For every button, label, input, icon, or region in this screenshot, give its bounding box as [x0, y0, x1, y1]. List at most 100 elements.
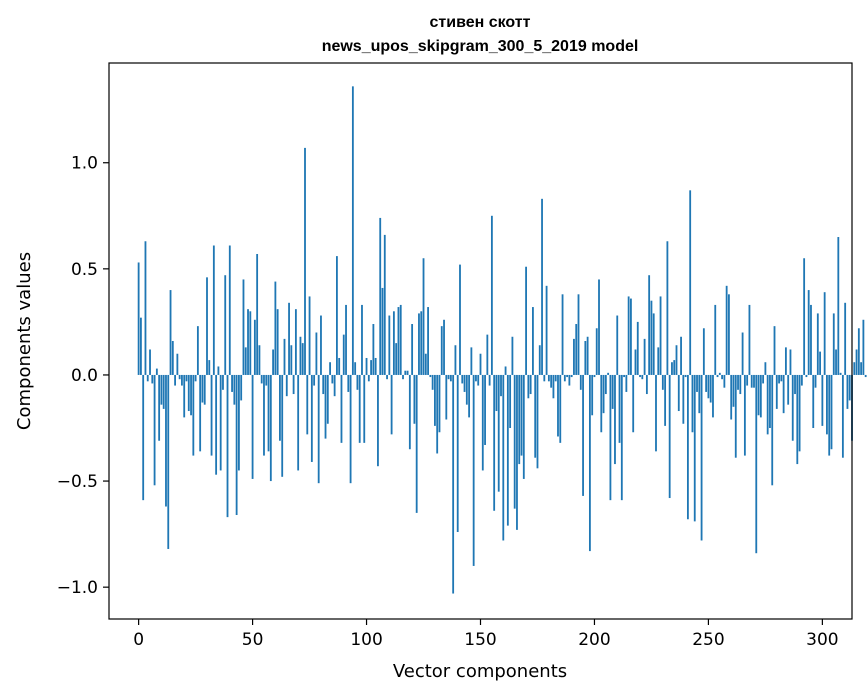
- bar-286: [789, 349, 792, 375]
- y-axis-label: Components values: [14, 252, 35, 430]
- bar-129: [431, 374, 434, 390]
- bar-42: [233, 374, 236, 405]
- x-tick-label: 200: [578, 630, 610, 650]
- bar-219: [636, 321, 639, 375]
- bar-147: [472, 374, 475, 566]
- bar-203: [600, 374, 603, 433]
- bar-296: [812, 374, 815, 428]
- bar-275: [764, 362, 767, 375]
- bar-131: [436, 374, 439, 454]
- bar-201: [595, 328, 598, 375]
- bar-81: [322, 374, 325, 395]
- bar-146: [470, 347, 473, 375]
- bar-121: [413, 374, 416, 424]
- bar-84: [329, 362, 331, 375]
- bar-198: [588, 374, 591, 552]
- bar-71: [299, 336, 302, 375]
- bar-39: [226, 374, 229, 518]
- bar-30: [206, 277, 208, 375]
- bar-231: [664, 374, 667, 426]
- bar-88: [338, 357, 341, 375]
- bar-149: [477, 374, 480, 386]
- bar-25: [194, 374, 197, 382]
- bar-104: [374, 357, 377, 375]
- bar-69: [294, 309, 297, 375]
- bar-143: [463, 374, 466, 392]
- bar-314: [853, 362, 856, 375]
- bar-86: [333, 374, 336, 397]
- bar-58: [269, 374, 272, 482]
- bar-9: [158, 374, 161, 441]
- bar-79: [317, 374, 320, 484]
- bar-56: [265, 374, 268, 386]
- bar-26: [196, 326, 199, 375]
- bar-141: [459, 264, 461, 375]
- x-tick-label: 150: [464, 630, 496, 650]
- bar-309: [841, 374, 844, 458]
- bar-72: [301, 343, 304, 375]
- bar-138: [452, 374, 455, 594]
- bar-182: [552, 374, 555, 399]
- bar-312: [848, 374, 851, 401]
- bar-140: [456, 374, 459, 532]
- bar-102: [370, 360, 373, 375]
- bar-217: [632, 374, 635, 433]
- bar-289: [796, 374, 799, 465]
- bar-174: [534, 374, 537, 458]
- bar-122: [415, 374, 418, 513]
- bar-8: [155, 368, 158, 375]
- bar-263: [737, 374, 739, 390]
- bar-232: [666, 241, 669, 375]
- bar-247: [700, 374, 703, 541]
- bar-223: [645, 374, 648, 395]
- bar-213: [623, 374, 625, 378]
- bar-107: [381, 287, 384, 375]
- bar-220: [639, 374, 641, 378]
- bar-145: [468, 374, 471, 418]
- bar-236: [675, 345, 678, 375]
- bar-92: [347, 374, 350, 392]
- bar-276: [766, 374, 769, 435]
- bar-194: [579, 374, 582, 390]
- bar-229: [659, 296, 662, 375]
- bar-278: [771, 374, 774, 486]
- bar-241: [686, 374, 689, 520]
- bar-258: [725, 285, 728, 375]
- bar-319: [864, 374, 867, 378]
- bar-150: [479, 353, 482, 375]
- bar-29: [203, 374, 206, 405]
- bar-268: [748, 304, 751, 375]
- bar-214: [625, 374, 628, 392]
- bar-57: [267, 374, 270, 452]
- bar-192: [575, 324, 578, 375]
- bar-105: [377, 374, 379, 467]
- bar-295: [810, 304, 812, 375]
- bar-37: [222, 374, 224, 390]
- bar-0: [137, 262, 140, 375]
- bar-76: [310, 374, 313, 462]
- bar-189: [568, 374, 571, 386]
- bar-210: [616, 315, 619, 375]
- plot-frame: [108, 62, 853, 620]
- bar-118: [406, 370, 409, 375]
- bar-90: [342, 334, 345, 375]
- bar-23: [190, 374, 192, 416]
- bar-35: [217, 366, 220, 375]
- bar-199: [591, 374, 594, 416]
- bar-134: [443, 319, 445, 375]
- bar-266: [743, 374, 746, 456]
- bar-261: [732, 374, 735, 407]
- bar-93: [349, 374, 352, 484]
- bar-53: [258, 345, 261, 375]
- bar-91: [345, 304, 347, 375]
- bar-173: [532, 307, 534, 375]
- bar-310: [844, 302, 847, 375]
- bar-24: [192, 374, 195, 456]
- bar-195: [582, 374, 584, 496]
- bar-250: [707, 374, 710, 399]
- bar-51: [253, 319, 256, 375]
- bar-7: [153, 374, 156, 486]
- bar-139: [454, 345, 457, 375]
- bar-49: [249, 311, 252, 375]
